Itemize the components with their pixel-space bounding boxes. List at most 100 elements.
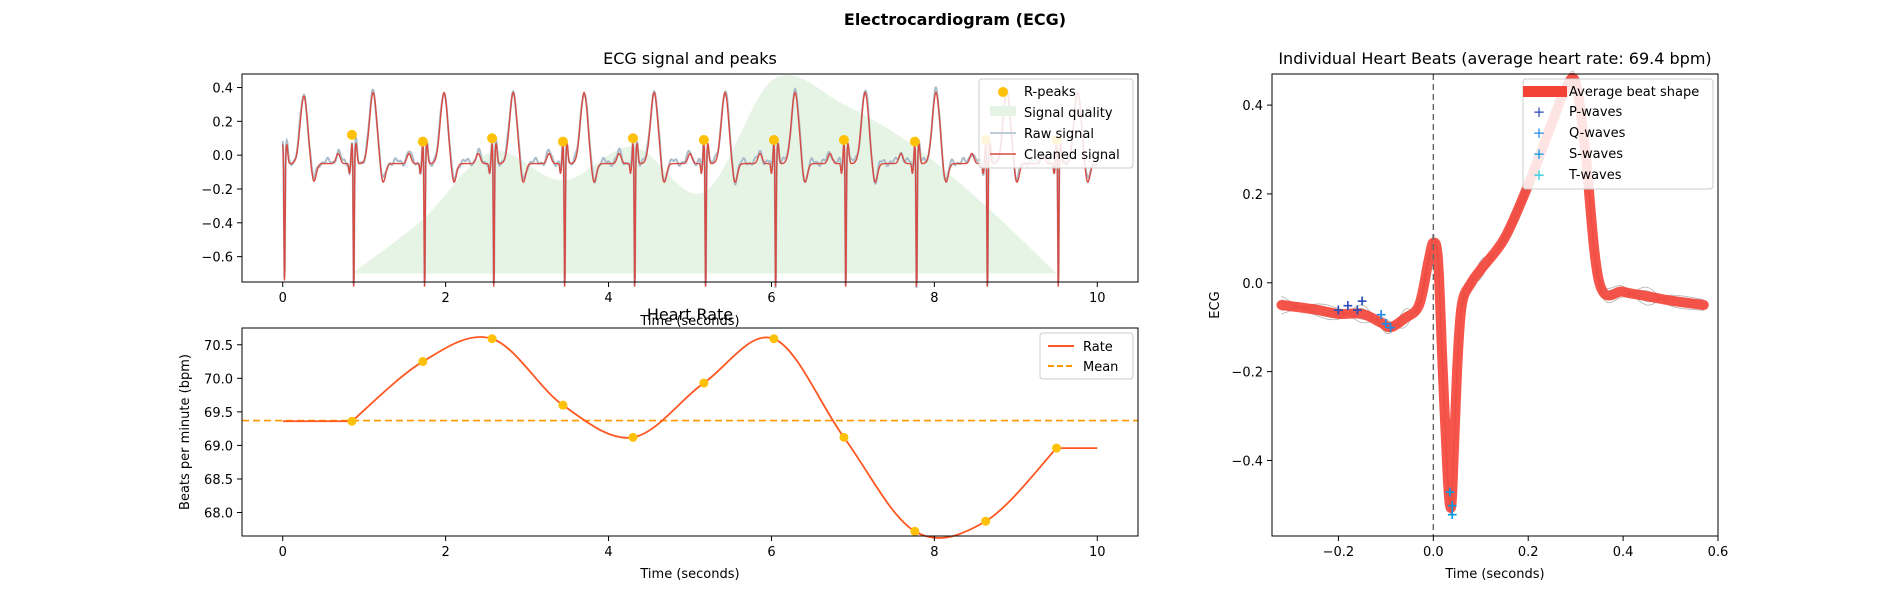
heart-rate-y-tick-label: 68.5 — [204, 473, 233, 488]
beats-y-label: ECG — [1208, 291, 1223, 318]
beats-x-tick-label: −0.2 — [1323, 545, 1355, 560]
ecg-y-tick-label: −0.2 — [201, 183, 233, 198]
legend-rpeak-marker — [998, 87, 1008, 97]
r-peak-point — [698, 134, 709, 145]
ecg-y-ticks: 0.4 0.2 0.0 −0.2 −0.4 −0.6 — [201, 82, 242, 266]
legend-q-waves: Q-waves — [1569, 126, 1626, 141]
rate-point — [839, 432, 849, 442]
rate-point — [910, 526, 920, 536]
beats-y-tick-label: 0.0 — [1242, 277, 1263, 292]
ecg-title: ECG signal and peaks — [603, 49, 777, 68]
legend-t-marker: + — [1533, 166, 1546, 184]
heart-rate-title: Heart Rate — [647, 305, 733, 324]
ecg-y-tick-label: 0.0 — [212, 149, 233, 164]
p-wave-marker: + — [1352, 302, 1364, 318]
heart-rate-y-tick-label: 70.0 — [204, 372, 233, 387]
legend-mean: Mean — [1083, 360, 1118, 375]
rate-point — [347, 416, 357, 426]
heart-rate-x-label: Time (seconds) — [639, 567, 739, 582]
legend-signal-quality: Signal quality — [1024, 106, 1113, 121]
legend-q-marker: + — [1533, 124, 1546, 142]
ecg-x-ticks: 0 2 4 6 8 10 — [279, 282, 1106, 306]
legend-average-beat: Average beat shape — [1569, 85, 1699, 100]
beats-y-ticks: 0.4 0.2 0.0 −0.2 −0.4 — [1231, 99, 1272, 469]
heart-rate-x-tick-label: 0 — [279, 545, 287, 560]
rate-point — [558, 400, 568, 410]
ecg-x-label: Time (seconds) — [639, 314, 739, 329]
rate-point — [487, 334, 497, 344]
r-peak-point — [417, 136, 428, 147]
ecg-x-tick-label: 10 — [1089, 291, 1106, 306]
beats-y-tick-label: 0.4 — [1242, 99, 1263, 114]
heart-rate-x-tick-label: 8 — [930, 545, 938, 560]
beats-x-tick-label: 0.0 — [1423, 545, 1444, 560]
heart-rate-x-ticks: 0 2 4 6 8 10 — [279, 536, 1106, 560]
rate-point — [418, 357, 428, 367]
beats-x-tick-label: 0.4 — [1613, 545, 1634, 560]
p-wave-marker: + — [1356, 294, 1368, 310]
heart-rate-x-tick-label: 10 — [1089, 545, 1106, 560]
r-peak-point — [768, 134, 779, 145]
figure-title: Electrocardiogram (ECG) — [844, 10, 1066, 29]
heart-rate-legend: Rate Mean — [1039, 332, 1134, 380]
beats-x-label: Time (seconds) — [1444, 567, 1544, 582]
beats-legend: Average beat shape + P-waves + Q-waves +… — [1522, 78, 1714, 190]
legend-rate: Rate — [1083, 340, 1113, 355]
legend-rpeaks: R-peaks — [1024, 85, 1076, 100]
heart-rate-axes-frame — [241, 327, 1139, 537]
beats-y-tick-label: −0.2 — [1231, 366, 1263, 381]
beats-y-tick-label: 0.2 — [1242, 188, 1263, 203]
ecg-x-tick-label: 0 — [279, 291, 287, 306]
ecg-y-tick-label: −0.6 — [201, 251, 233, 266]
beats-axes-frame — [1271, 73, 1719, 537]
beats-x-tick-label: 0.2 — [1518, 545, 1539, 560]
q-wave-marker: + — [1380, 316, 1392, 332]
cleaned-signal-line — [282, 91, 1098, 287]
legend-raw-signal: Raw signal — [1024, 127, 1094, 142]
ecg-y-tick-label: 0.2 — [212, 115, 233, 130]
r-peak-point — [838, 134, 849, 145]
legend-p-marker: + — [1533, 103, 1546, 121]
heart-rate-y-ticks: 70.5 70.0 69.5 69.0 68.5 68.0 — [204, 339, 242, 522]
heart-rate-y-tick-label: 68.0 — [204, 507, 233, 522]
s-wave-marker: + — [1444, 485, 1456, 501]
ecg-plot-area — [281, 74, 1098, 289]
ecg-x-tick-label: 8 — [930, 291, 938, 306]
beats-y-tick-label: −0.4 — [1231, 454, 1263, 469]
r-peak-point — [627, 133, 638, 144]
p-wave-marker: + — [1342, 298, 1354, 314]
ecg-x-tick-label: 4 — [604, 291, 612, 306]
beats-title: Individual Heart Beats (average heart ra… — [1278, 49, 1711, 68]
rate-point — [1052, 443, 1062, 453]
heart-rate-x-tick-label: 6 — [767, 545, 775, 560]
heart-rate-plot-area — [242, 334, 1138, 539]
beats-x-ticks: −0.2 0.0 0.2 0.4 0.6 — [1323, 536, 1729, 560]
legend-p-waves: P-waves — [1569, 105, 1623, 120]
q-wave-marker: + — [1375, 307, 1387, 323]
s-wave-marker: + — [1446, 507, 1458, 523]
legend-average-beat-swatch — [1523, 86, 1567, 97]
r-peak-point — [909, 136, 920, 147]
ecg-legend: R-peaks Signal quality Raw signal Cleane… — [978, 78, 1134, 169]
beats-x-tick-label: 0.6 — [1708, 545, 1729, 560]
heart-rate-y-tick-label: 69.0 — [204, 439, 233, 454]
beats-panel: Individual Heart Beats (average heart ra… — [1208, 49, 1728, 582]
ecg-axes-frame — [241, 73, 1139, 283]
legend-cleaned-signal: Cleaned signal — [1024, 148, 1120, 163]
rate-point — [699, 378, 709, 388]
p-wave-marker: + — [1333, 302, 1345, 318]
signal-quality-area — [351, 74, 1057, 274]
heart-rate-panel: Heart Rate 0 2 4 6 8 10 70.5 70.0 69.5 69.0 68.5 6… — [178, 305, 1139, 582]
ecg-x-tick-label: 2 — [441, 291, 449, 306]
r-peak-point — [346, 129, 357, 140]
r-peak-point — [557, 136, 568, 147]
heart-rate-y-tick-label: 70.5 — [204, 339, 233, 354]
ecg-y-tick-label: 0.4 — [212, 82, 233, 97]
rate-line — [282, 336, 1098, 539]
rate-point — [628, 432, 638, 442]
ecg-y-tick-label: −0.4 — [201, 217, 233, 232]
legend-quality-swatch — [990, 106, 1016, 116]
heart-rate-y-label: Beats per minute (bpm) — [178, 354, 193, 510]
ecg-panel: ECG signal and peaks 0 2 4 6 8 10 0.4 0.2 0.0 −0… — [201, 49, 1139, 329]
